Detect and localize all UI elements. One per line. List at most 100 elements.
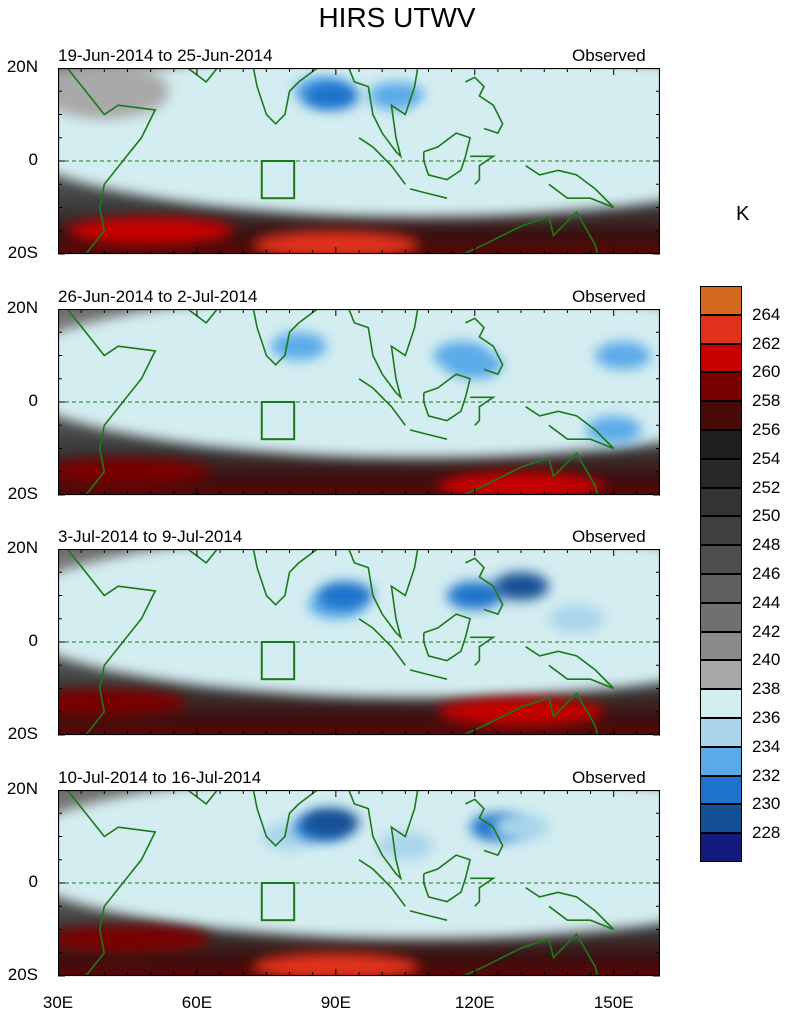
y-tick-label: 20N	[6, 298, 38, 317]
colorbar-unit-label: K	[736, 203, 750, 225]
coastline	[465, 798, 504, 857]
panel-date-range: 19-Jun-2014 to 25-Jun-2014	[58, 46, 273, 65]
field-feature	[271, 332, 327, 361]
field-feature	[67, 216, 234, 245]
colorbar-level-label: 264	[752, 304, 781, 324]
colorbar-swatch	[700, 574, 742, 603]
coastline	[252, 309, 319, 366]
panel-date-range: 26-Jun-2014 to 2-Jul-2014	[58, 287, 258, 306]
field-feature	[201, 576, 332, 633]
colorbar-swatch	[700, 689, 742, 718]
coastline	[358, 137, 406, 185]
colorbar-swatch	[700, 804, 742, 834]
coastline	[525, 646, 615, 690]
coastline	[422, 373, 472, 422]
utwv-map	[58, 68, 660, 255]
coastline	[187, 790, 219, 806]
coastline	[465, 557, 504, 616]
colorbar-level-label: 246	[752, 564, 781, 583]
colorbar-swatch	[700, 516, 742, 546]
panel-observed-label: Observed	[572, 46, 646, 65]
y-tick-label: 0	[28, 150, 38, 169]
colorbar-swatch	[700, 401, 742, 430]
coastline	[409, 429, 448, 440]
coastline	[358, 618, 406, 666]
colorbar-swatch	[700, 602, 742, 632]
coastline	[465, 317, 504, 376]
coastline	[422, 854, 472, 903]
colorbar-level-label: 236	[752, 708, 781, 727]
field-feature	[493, 813, 549, 842]
coastline	[422, 613, 472, 662]
coastline	[409, 910, 448, 921]
colorbar-swatch	[700, 458, 742, 488]
colorbar-swatch	[700, 314, 742, 344]
y-tick-label: 20N	[6, 779, 38, 798]
y-tick-label: 0	[28, 631, 38, 650]
field-feature	[303, 808, 359, 837]
field-feature	[58, 924, 211, 953]
colorbar-level-label: 260	[752, 362, 781, 382]
colorbar-level-label: 238	[752, 679, 781, 699]
coastline	[409, 669, 448, 680]
colorbar-swatch	[700, 343, 742, 373]
colorbar-swatch	[700, 430, 742, 459]
coastline	[252, 790, 319, 847]
coastline	[525, 887, 615, 931]
coastline	[461, 210, 599, 254]
field-feature	[377, 831, 434, 860]
field-feature	[58, 688, 188, 717]
coastline	[66, 790, 157, 976]
colorbar-level-label: 228	[752, 823, 781, 843]
chart-title: HIRS UTWV	[318, 2, 476, 33]
field-feature	[493, 572, 549, 601]
coastline	[252, 68, 319, 125]
x-tick-label: 90E	[320, 993, 351, 1012]
colorbar-level-label: 250	[752, 506, 781, 526]
coastline	[525, 165, 615, 209]
coastline	[347, 309, 419, 400]
colorbar-swatch	[700, 286, 742, 315]
colorbar-swatch	[700, 775, 742, 805]
coastline	[409, 188, 448, 199]
coastline	[187, 549, 219, 565]
coastline	[358, 859, 406, 907]
y-tick-label: 20S	[7, 965, 38, 984]
colorbar-level-label: 258	[752, 391, 781, 411]
colorbar-level-label: 252	[752, 477, 781, 497]
coastline	[187, 309, 219, 325]
coastline	[461, 691, 599, 735]
panel-observed-label: Observed	[572, 287, 646, 306]
coastline	[347, 790, 419, 881]
y-tick-label: 20S	[7, 484, 38, 503]
coastline	[252, 549, 319, 606]
utwv-map	[58, 790, 660, 977]
field-feature	[446, 581, 503, 610]
coastline	[347, 549, 419, 640]
coastline	[358, 378, 406, 426]
y-tick-label: 20N	[6, 57, 38, 76]
panel-observed-label: Observed	[572, 768, 646, 787]
colorbar-swatch	[700, 372, 742, 402]
panel-date-range: 10-Jul-2014 to 16-Jul-2014	[58, 768, 262, 787]
coastline	[461, 451, 599, 495]
colorbar-swatch	[700, 746, 742, 776]
y-tick-label: 0	[28, 391, 38, 410]
coastline	[461, 932, 599, 976]
field-feature	[409, 95, 540, 152]
field-feature	[585, 415, 642, 444]
colorbar-swatch	[700, 631, 742, 661]
utwv-map	[58, 309, 660, 496]
field-feature	[368, 81, 424, 110]
colorbar-swatch	[700, 660, 742, 690]
field-feature	[58, 68, 170, 120]
x-tick-label: 30E	[42, 993, 74, 1012]
colorbar-level-label: 248	[752, 535, 781, 555]
field-feature	[502, 95, 633, 152]
colorbar-level-label: 262	[752, 333, 781, 353]
x-tick-label: 60E	[181, 993, 213, 1012]
field-feature	[433, 341, 489, 370]
colorbar-swatch	[700, 545, 742, 574]
colorbar-level-label: 240	[752, 650, 781, 670]
colorbar-level-label: 232	[752, 765, 781, 785]
